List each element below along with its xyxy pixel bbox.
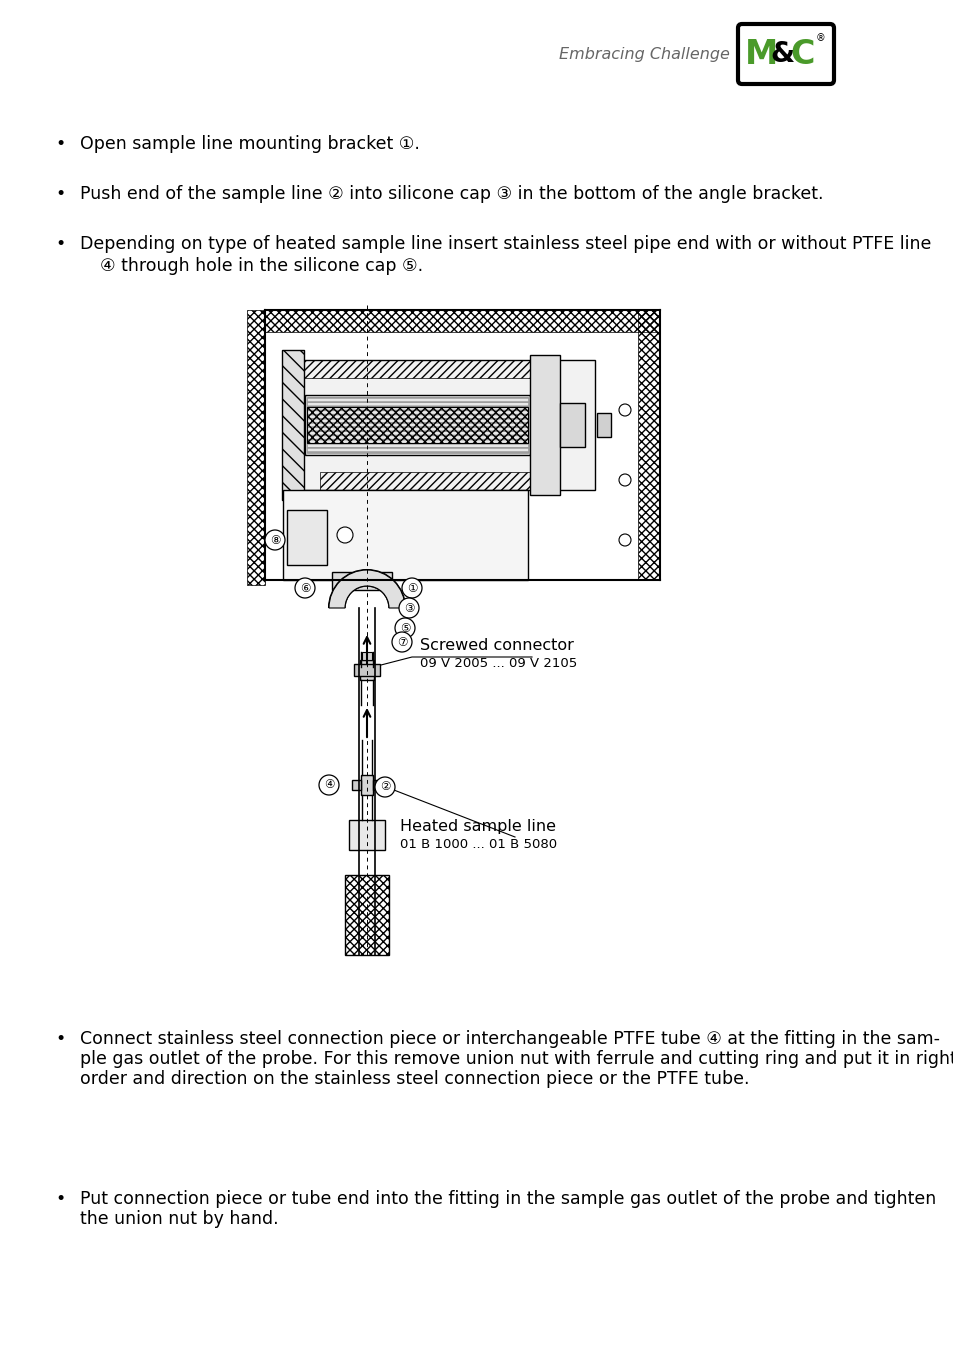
Text: C: C [790,38,815,70]
Text: 09 V 2005 ... 09 V 2105: 09 V 2005 ... 09 V 2105 [419,657,577,670]
Text: •: • [55,1189,65,1208]
Circle shape [294,578,314,598]
Circle shape [618,535,630,545]
Bar [638,310,659,580]
Circle shape [618,404,630,416]
Circle shape [392,632,412,652]
Circle shape [398,598,418,618]
Bar [305,396,530,455]
Bar [361,652,372,660]
Text: ⑧: ⑧ [270,533,280,547]
Bar [307,397,527,454]
Text: ④: ④ [323,779,334,791]
Bar [373,780,381,790]
Text: ⑦: ⑦ [396,636,407,648]
Text: Screwed connector: Screwed connector [419,639,574,653]
Bar [282,350,304,500]
Text: ple gas outlet of the probe. For this remove union nut with ferrule and cutting : ple gas outlet of the probe. For this re… [80,1050,953,1068]
Text: ③: ③ [403,602,414,614]
Circle shape [401,578,421,598]
Bar [352,780,360,790]
Text: 01 B 1000 ... 01 B 5080: 01 B 1000 ... 01 B 5080 [399,838,557,850]
Bar [530,355,559,495]
Bar [359,660,374,680]
Text: ④ through hole in the silicone cap ⑤.: ④ through hole in the silicone cap ⑤. [100,256,423,275]
FancyBboxPatch shape [738,24,833,84]
Text: M: M [744,38,778,70]
Bar [345,875,389,954]
Text: Open sample line mounting bracket ①.: Open sample line mounting bracket ①. [80,135,419,153]
Bar [265,310,659,332]
Text: •: • [55,135,65,153]
Bar [349,819,385,850]
Text: ®: ® [815,32,825,43]
Bar [299,360,595,490]
Text: ⑥: ⑥ [299,582,310,594]
Text: •: • [55,1030,65,1048]
Text: ⑤: ⑤ [399,621,410,634]
Circle shape [375,778,395,796]
Circle shape [318,775,338,795]
Text: •: • [55,235,65,252]
Text: Connect stainless steel connection piece or interchangeable PTFE tube ④ at the f: Connect stainless steel connection piece… [80,1030,939,1048]
Text: Embracing Challenge: Embracing Challenge [558,47,729,62]
Bar [299,360,535,378]
Bar [597,413,610,437]
Circle shape [395,618,415,639]
Text: ②: ② [379,780,390,794]
Text: Push end of the sample line ② into silicone cap ③ in the bottom of the angle bra: Push end of the sample line ② into silic… [80,185,822,202]
Circle shape [372,576,381,587]
Bar [282,350,304,500]
Text: •: • [55,185,65,202]
Circle shape [618,474,630,486]
Bar [360,775,373,795]
Text: Put connection piece or tube end into the fitting in the sample gas outlet of th: Put connection piece or tube end into th… [80,1189,935,1208]
Circle shape [336,526,353,543]
Bar [287,510,327,566]
Circle shape [265,531,285,549]
Bar [319,472,535,490]
Text: Heated sample line: Heated sample line [399,819,556,834]
Text: order and direction on the stainless steel connection piece or the PTFE tube.: order and direction on the stainless ste… [80,1071,749,1088]
Text: ①: ① [406,582,416,594]
Wedge shape [329,570,405,608]
Bar [559,404,584,447]
Bar [283,490,527,580]
Bar [354,664,379,676]
Text: the union nut by hand.: the union nut by hand. [80,1210,278,1229]
Text: Depending on type of heated sample line insert stainless steel pipe end with or : Depending on type of heated sample line … [80,235,930,252]
Bar [332,572,392,590]
Bar [307,406,527,443]
Text: &: & [769,40,793,68]
Bar [247,310,265,585]
